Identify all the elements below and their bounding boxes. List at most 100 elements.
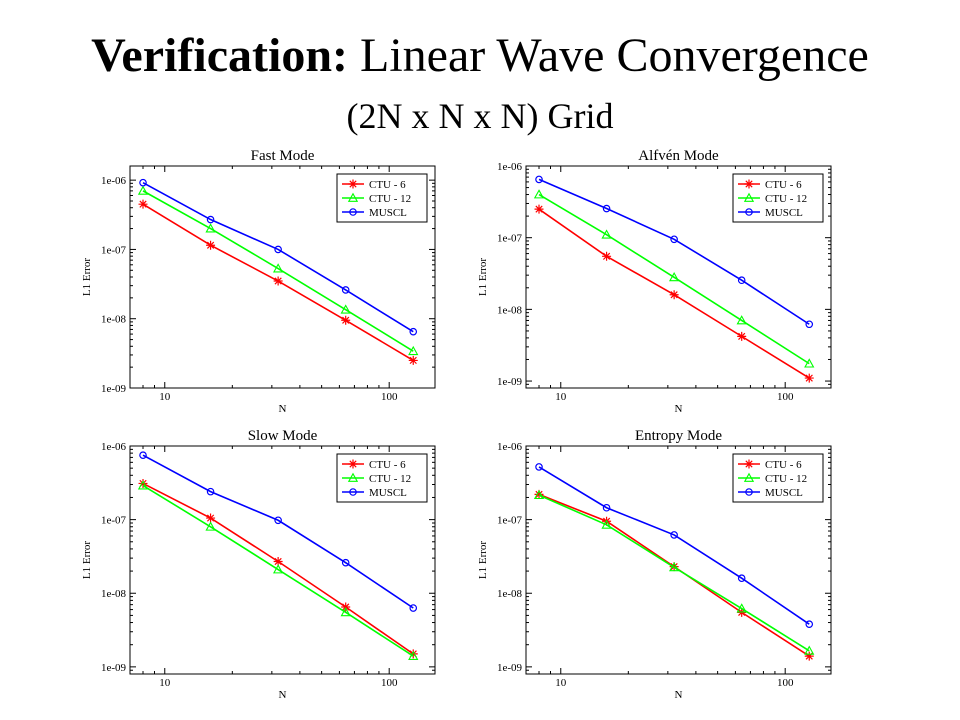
chart-slow-mode: Slow Mode 10 100 1e-09 1e-08 1e-07 1e-06 N L1 Er… xyxy=(81,428,436,701)
data-point xyxy=(409,327,418,336)
legend-label: CTU - 12 xyxy=(369,473,411,485)
slide-subtitle: (2N x N x N) Grid xyxy=(346,96,614,136)
y-tick-label: 1e-07 xyxy=(101,244,127,256)
series-muscl xyxy=(139,178,418,336)
y-tick-label: 1e-09 xyxy=(497,376,523,388)
legend-marker xyxy=(348,459,358,469)
data-point xyxy=(534,204,544,214)
series-line xyxy=(538,466,810,625)
series-line xyxy=(142,484,414,657)
data-point xyxy=(804,358,815,368)
x-axis-label: N xyxy=(675,689,683,701)
series-line xyxy=(142,190,414,352)
data-point xyxy=(601,519,612,529)
legend-label: MUSCL xyxy=(765,207,803,219)
chart-title: Fast Mode xyxy=(251,148,315,164)
series-ctu-6 xyxy=(534,489,814,661)
data-point xyxy=(341,558,350,567)
series-line xyxy=(142,454,414,609)
series-line xyxy=(142,181,414,333)
series-ctu-12 xyxy=(137,185,419,356)
legend: CTU - 6 CTU - 12 MUSCL xyxy=(336,453,428,503)
legend-label: CTU - 6 xyxy=(369,179,406,191)
series-ctu-6 xyxy=(534,204,814,383)
legend-label: CTU - 6 xyxy=(765,459,802,471)
data-point xyxy=(804,645,815,655)
series-ctu-6 xyxy=(138,478,418,659)
data-point xyxy=(341,602,351,612)
legend-marker xyxy=(349,208,357,216)
legend: CTU - 6 CTU - 12 MUSCL xyxy=(732,453,824,503)
y-tick-label: 1e-09 xyxy=(101,662,127,674)
legend: CTU - 6 CTU - 12 MUSCL xyxy=(336,173,428,223)
plot-frame xyxy=(525,165,832,389)
data-point xyxy=(408,649,418,659)
y-tick-label: 1e-07 xyxy=(497,515,523,527)
legend-label: CTU - 12 xyxy=(765,473,807,485)
data-point xyxy=(737,276,746,285)
legend-label: MUSCL xyxy=(369,207,407,219)
data-point xyxy=(602,251,612,261)
data-point xyxy=(737,331,747,341)
data-point xyxy=(206,215,215,224)
series-line xyxy=(538,178,810,325)
y-axis-label: L1 Error xyxy=(81,541,93,580)
data-point xyxy=(138,199,148,209)
data-point xyxy=(340,607,351,617)
data-point xyxy=(139,178,147,187)
y-tick-label: 1e-09 xyxy=(101,383,127,395)
legend-label: CTU - 6 xyxy=(765,179,802,191)
chart-title: Entropy Mode xyxy=(635,428,722,444)
legend-marker xyxy=(743,192,755,202)
data-point xyxy=(272,564,284,574)
x-tick-label: 100 xyxy=(777,677,794,689)
data-point xyxy=(805,320,814,329)
data-point xyxy=(736,315,747,325)
data-point xyxy=(533,489,545,500)
data-point xyxy=(804,373,814,383)
data-point xyxy=(408,355,418,365)
data-point xyxy=(206,240,216,250)
data-point xyxy=(205,521,216,531)
series-ctu-12 xyxy=(137,480,419,661)
plot-frame xyxy=(129,445,436,675)
series-ctu-12 xyxy=(533,489,815,655)
series-muscl xyxy=(139,451,418,612)
legend-marker xyxy=(743,472,755,482)
data-point xyxy=(138,478,148,488)
x-tick-label: 100 xyxy=(777,391,794,403)
x-axis-label: N xyxy=(675,403,683,415)
y-axis-label: L1 Error xyxy=(81,258,93,297)
slide-title-bold: Verification: xyxy=(91,29,348,82)
y-axis-label: L1 Error xyxy=(477,258,489,297)
legend-marker xyxy=(347,192,359,202)
legend-label: MUSCL xyxy=(369,487,407,499)
data-point xyxy=(601,229,612,239)
x-tick-label: 10 xyxy=(159,677,171,689)
legend-label: CTU - 6 xyxy=(369,459,406,471)
y-tick-label: 1e-06 xyxy=(101,175,127,187)
y-tick-label: 1e-07 xyxy=(497,233,523,245)
data-point xyxy=(670,235,678,244)
x-axis-label: N xyxy=(279,689,287,701)
y-tick-label: 1e-08 xyxy=(101,314,127,326)
chart-entropy-mode: Entropy Mode 10 100 1e-09 1e-08 1e-07 1e-06 N L1… xyxy=(477,428,832,701)
data-point xyxy=(340,304,351,314)
chart-fast-mode: Fast Mode 10 100 1e-09 1e-08 1e-07 1e-06 N L1 Er… xyxy=(81,148,436,415)
legend-marker xyxy=(744,459,754,469)
data-point xyxy=(206,513,216,523)
y-tick-label: 1e-08 xyxy=(101,588,127,600)
legend-marker xyxy=(347,472,359,482)
data-point xyxy=(274,516,282,525)
data-point xyxy=(137,185,149,195)
legend-label: CTU - 12 xyxy=(369,193,411,205)
data-point xyxy=(273,556,283,566)
data-point xyxy=(272,263,284,273)
data-point xyxy=(137,480,149,490)
data-point xyxy=(341,286,350,294)
data-point xyxy=(804,651,814,661)
data-point xyxy=(534,489,544,499)
series-line xyxy=(538,493,810,657)
data-point xyxy=(602,204,611,213)
legend-box xyxy=(336,453,428,503)
